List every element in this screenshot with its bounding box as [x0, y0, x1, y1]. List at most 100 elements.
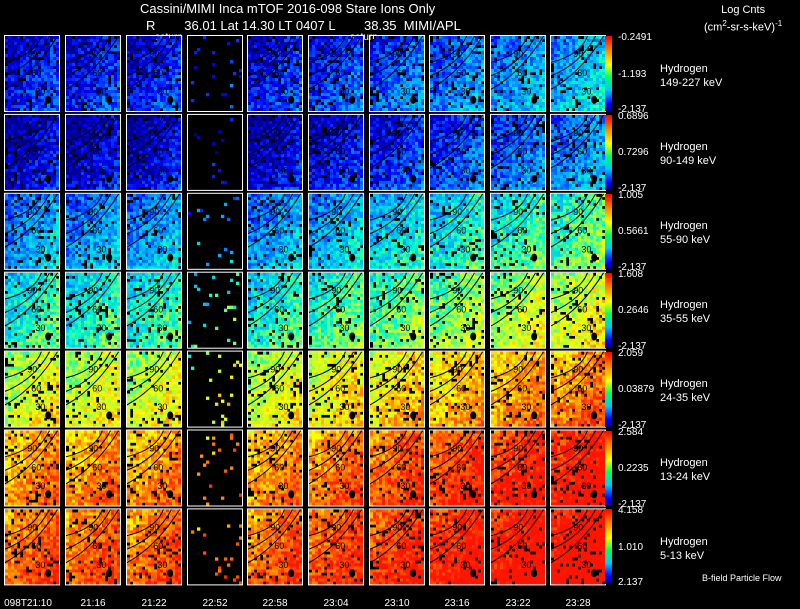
- pixel-cell: [409, 63, 413, 67]
- pixel-cell: [581, 51, 585, 55]
- pixel-cell: [163, 153, 167, 158]
- pixel-cell: [163, 186, 167, 191]
- pixel-cell: [354, 102, 358, 106]
- pixel-cell: [581, 39, 585, 43]
- pixel-cell: [90, 96, 94, 100]
- pixel-cell: [596, 60, 600, 64]
- pixel-cell: [160, 66, 164, 70]
- pixel-cell: [35, 69, 39, 73]
- pixel-cell: [90, 78, 94, 82]
- pixel-cell: [44, 183, 48, 188]
- pixel-cell: [29, 66, 33, 70]
- pixel-cell: [5, 168, 9, 173]
- pixel-cell: [17, 138, 21, 143]
- pixel-cell: [321, 81, 325, 85]
- pixel-cell: [442, 90, 446, 94]
- pixel-cell: [17, 63, 21, 67]
- pixel-cell: [494, 84, 498, 88]
- pixel-cell: [41, 36, 45, 40]
- pixel-cell: [293, 108, 297, 112]
- pixel-cell: [327, 57, 331, 61]
- pixel-cell: [87, 81, 91, 85]
- pixel-cell: [560, 51, 564, 55]
- pixel-cell: [142, 75, 146, 79]
- pixel-cell: [430, 69, 434, 73]
- pixel-cell: [175, 141, 179, 146]
- pixel-cell: [602, 102, 606, 106]
- pixel-cell: [518, 72, 522, 76]
- pixel-cell: [130, 183, 134, 188]
- pixel-cell: [41, 180, 45, 185]
- pixel-cell: [38, 81, 42, 85]
- pixel-cell: [587, 60, 591, 64]
- pixel-cell: [333, 72, 337, 76]
- pixel-cell: [87, 144, 91, 149]
- pixel-cell: [345, 63, 349, 67]
- pixel-cell: [345, 57, 349, 61]
- pixel-cell: [142, 54, 146, 58]
- pixel-cell: [491, 108, 495, 112]
- pixel-cell: [436, 48, 440, 52]
- pixel-cell: [75, 129, 79, 134]
- pixel-cell: [260, 48, 264, 52]
- pixel-cell: [127, 159, 131, 164]
- pixel-cell: [557, 108, 561, 112]
- pixel-cell: [566, 51, 570, 55]
- pixel-cell: [23, 75, 27, 79]
- pixel-cell: [281, 108, 285, 112]
- pixel-cell: [418, 57, 422, 61]
- pixel-cell: [266, 87, 270, 91]
- pixel-cell: [93, 108, 97, 112]
- pixel-cell: [157, 156, 161, 161]
- pixel-cell: [87, 180, 91, 185]
- pixel-cell: [503, 96, 507, 100]
- pixel-cell: [599, 108, 603, 112]
- pixel-cell: [439, 96, 443, 100]
- pixel-cell: [8, 168, 12, 173]
- pixel-cell: [373, 102, 377, 106]
- pixel-cell: [81, 45, 85, 49]
- pixel-cell: [56, 108, 60, 112]
- pixel-cell: [557, 66, 561, 70]
- pixel-cell: [418, 66, 422, 70]
- pixel-cell: [248, 54, 252, 58]
- pixel-cell: [466, 51, 470, 55]
- pixel-cell: [11, 150, 15, 155]
- pixel-cell: [500, 45, 504, 49]
- pixel-cell: [491, 39, 495, 43]
- pixel-cell: [596, 66, 600, 70]
- pixel-cell: [403, 87, 407, 91]
- pixel-cell: [515, 72, 519, 76]
- pixel-cell: [47, 120, 51, 125]
- pixel-cell: [175, 90, 179, 94]
- pixel-cell: [524, 96, 528, 100]
- pixel-cell: [581, 99, 585, 103]
- pixel-cell: [35, 66, 39, 70]
- pixel-cell: [327, 90, 331, 94]
- pixel-cell: [172, 84, 176, 88]
- pixel-cell: [5, 108, 9, 112]
- pixel-cell: [178, 90, 182, 94]
- pixel-cell: [333, 45, 337, 49]
- pixel-cell: [90, 159, 94, 164]
- contour-label: 90: [149, 49, 159, 59]
- pixel-cell: [572, 66, 576, 70]
- pixel-cell: [336, 63, 340, 67]
- pixel-cell: [142, 162, 146, 167]
- pixel-cell: [448, 87, 452, 91]
- pixel-cell: [166, 150, 170, 155]
- pixel-cell: [160, 147, 164, 152]
- pixel-cell: [436, 57, 440, 61]
- pixel-cell: [96, 36, 100, 40]
- pixel-cell: [533, 63, 537, 67]
- pixel-cell: [457, 108, 461, 112]
- pixel-cell: [278, 108, 282, 112]
- pixel-cell: [38, 135, 42, 140]
- pixel-cell: [409, 75, 413, 79]
- pixel-cell: [35, 48, 39, 52]
- pixel-cell: [50, 129, 54, 134]
- pixel-cell: [23, 36, 27, 40]
- pixel-cell: [284, 81, 288, 85]
- pixel-cell: [139, 150, 143, 155]
- pixel-cell: [127, 132, 131, 137]
